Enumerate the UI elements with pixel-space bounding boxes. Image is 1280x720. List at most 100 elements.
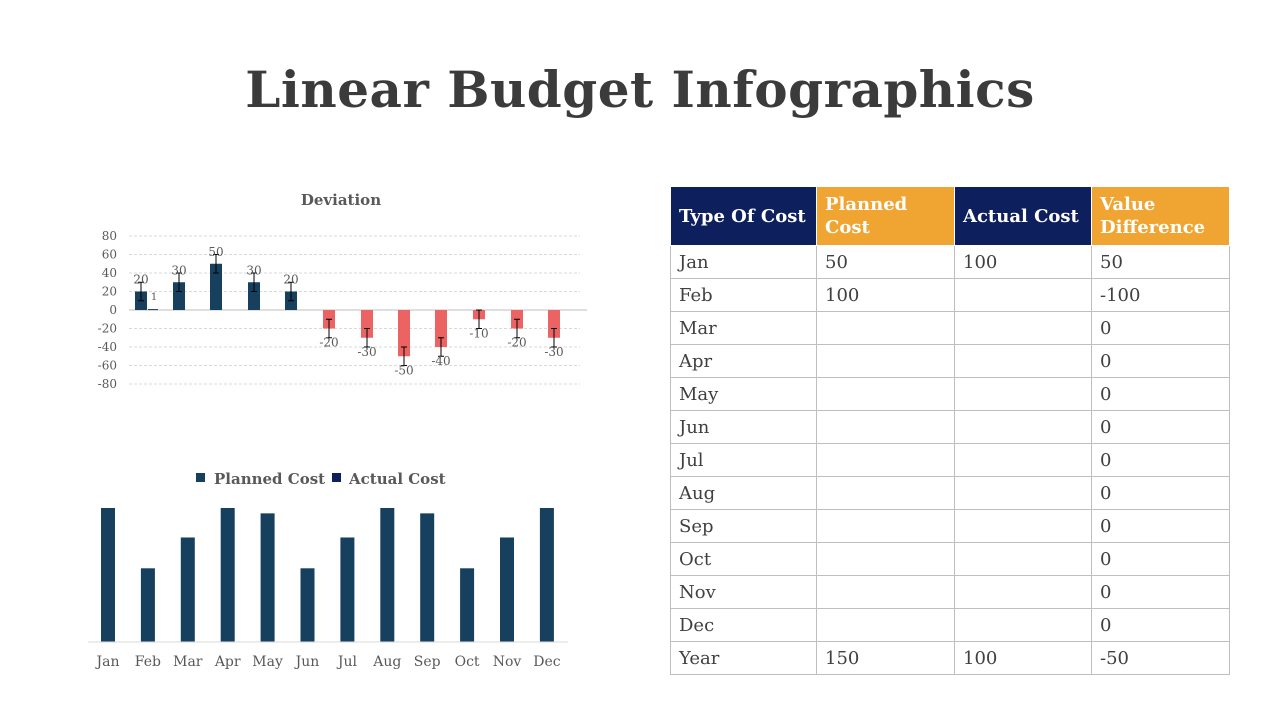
difference-cell: 0 (1091, 542, 1230, 576)
type-cell: Sep (670, 509, 817, 543)
legend-swatch-actual (332, 473, 341, 482)
deviation-data-label: 20 (133, 273, 148, 287)
deviation-data-label: -40 (431, 354, 450, 368)
deviation-bar (210, 263, 222, 310)
deviation-data-label: 50 (208, 245, 223, 259)
x-tick-label: Aug (372, 654, 401, 670)
actual-cell (954, 542, 1092, 576)
difference-cell: 50 (1091, 245, 1230, 279)
difference-cell: 0 (1091, 410, 1230, 444)
difference-cell: 0 (1091, 377, 1230, 411)
deviation-data-label: -10 (469, 326, 488, 340)
type-cell: Oct (670, 542, 817, 576)
table-row: Jan 50 100 50 (670, 245, 1230, 279)
y-tick-label: 80 (102, 229, 117, 243)
deviation-bar (173, 282, 185, 310)
error-bar (288, 281, 294, 302)
table-header-row: Type Of Cost Planned Cost Actual Cost Va… (670, 186, 1230, 246)
table-row: Apr 0 (670, 344, 1230, 378)
x-tick-label: Feb (135, 654, 161, 670)
planned-cell: 100 (816, 278, 955, 312)
type-cell: Aug (670, 476, 817, 510)
deviation-data-label: 1 (151, 292, 157, 303)
error-bar (514, 318, 520, 339)
difference-cell: 0 (1091, 575, 1230, 609)
x-tick-label: Sep (414, 654, 441, 670)
table-row: Oct 0 (670, 542, 1230, 576)
difference-cell: 0 (1091, 344, 1230, 378)
actual-cell (954, 311, 1092, 345)
planned-cost-bar (140, 568, 155, 642)
actual-cell: 100 (954, 245, 1092, 279)
actual-cell (954, 344, 1092, 378)
planned-cost-bar (500, 537, 514, 642)
deviation-bar (398, 310, 410, 357)
error-bar (438, 337, 444, 357)
table-row: Dec 0 (670, 608, 1230, 642)
type-cell: Apr (670, 344, 817, 378)
x-tick-label: Apr (214, 654, 241, 670)
planned-cost-bar (220, 508, 235, 642)
error-bar (213, 254, 219, 274)
actual-cell (954, 608, 1092, 642)
header-value-difference: Value Difference (1091, 186, 1230, 246)
y-tick-label: 20 (102, 285, 117, 299)
planned-cost-bar (340, 537, 355, 642)
actual-cell (954, 509, 1092, 543)
deviation-bar (148, 309, 158, 311)
x-tick-label: May (252, 654, 283, 670)
x-tick-label: Dec (533, 654, 561, 670)
x-tick-label: Mar (173, 654, 203, 670)
actual-cell: 100 (954, 641, 1092, 675)
type-cell: Jul (670, 443, 817, 477)
error-bar (551, 328, 557, 348)
planned-cost-bar (420, 513, 435, 642)
planned-cell: 150 (816, 641, 955, 675)
actual-cell (954, 410, 1092, 444)
planned-cell (816, 311, 955, 345)
error-bar (138, 281, 144, 302)
x-tick-label: Oct (455, 654, 480, 670)
deviation-data-label: -20 (319, 336, 338, 350)
table-row: Jul 0 (670, 443, 1230, 477)
deviation-data-label: -30 (357, 345, 376, 359)
error-bar (176, 272, 182, 292)
actual-cell (954, 377, 1092, 411)
difference-cell: -100 (1091, 278, 1230, 312)
difference-cell: -50 (1091, 641, 1230, 675)
x-tick-label: Jul (336, 654, 358, 670)
type-cell: Mar (670, 311, 817, 345)
legend-label-planned: Planned Cost (214, 470, 325, 488)
y-tick-label: -20 (98, 322, 117, 336)
error-bar (364, 328, 370, 348)
table-row: Jun 0 (670, 410, 1230, 444)
error-bar (326, 318, 332, 339)
deviation-data-label: 20 (283, 273, 298, 287)
difference-cell: 0 (1091, 443, 1230, 477)
cost-table: Type Of Cost Planned Cost Actual Cost Va… (670, 186, 1230, 675)
planned-cost-bar (539, 508, 554, 642)
planned-cell (816, 542, 955, 576)
difference-cell: 0 (1091, 509, 1230, 543)
error-bar (476, 309, 482, 329)
type-cell: Feb (670, 278, 817, 312)
planned-cell: 50 (816, 245, 955, 279)
type-cell: Nov (670, 575, 817, 609)
legend-swatch-planned (196, 473, 205, 482)
difference-cell: 0 (1091, 608, 1230, 642)
type-cell: May (670, 377, 817, 411)
deviation-bar (548, 310, 560, 338)
planned-cell (816, 476, 955, 510)
planned-cell (816, 377, 955, 411)
actual-cell (954, 443, 1092, 477)
deviation-bar (248, 282, 260, 310)
y-tick-label: -80 (98, 377, 117, 391)
table-row: Feb 100 -100 (670, 278, 1230, 312)
legend-label-actual: Actual Cost (348, 470, 446, 488)
planned-cost-bar (180, 537, 195, 642)
header-type-of-cost: Type Of Cost (670, 186, 817, 246)
planned-cell (816, 410, 955, 444)
table-row: Year 150 100 -50 (670, 641, 1230, 675)
planned-cell (816, 575, 955, 609)
